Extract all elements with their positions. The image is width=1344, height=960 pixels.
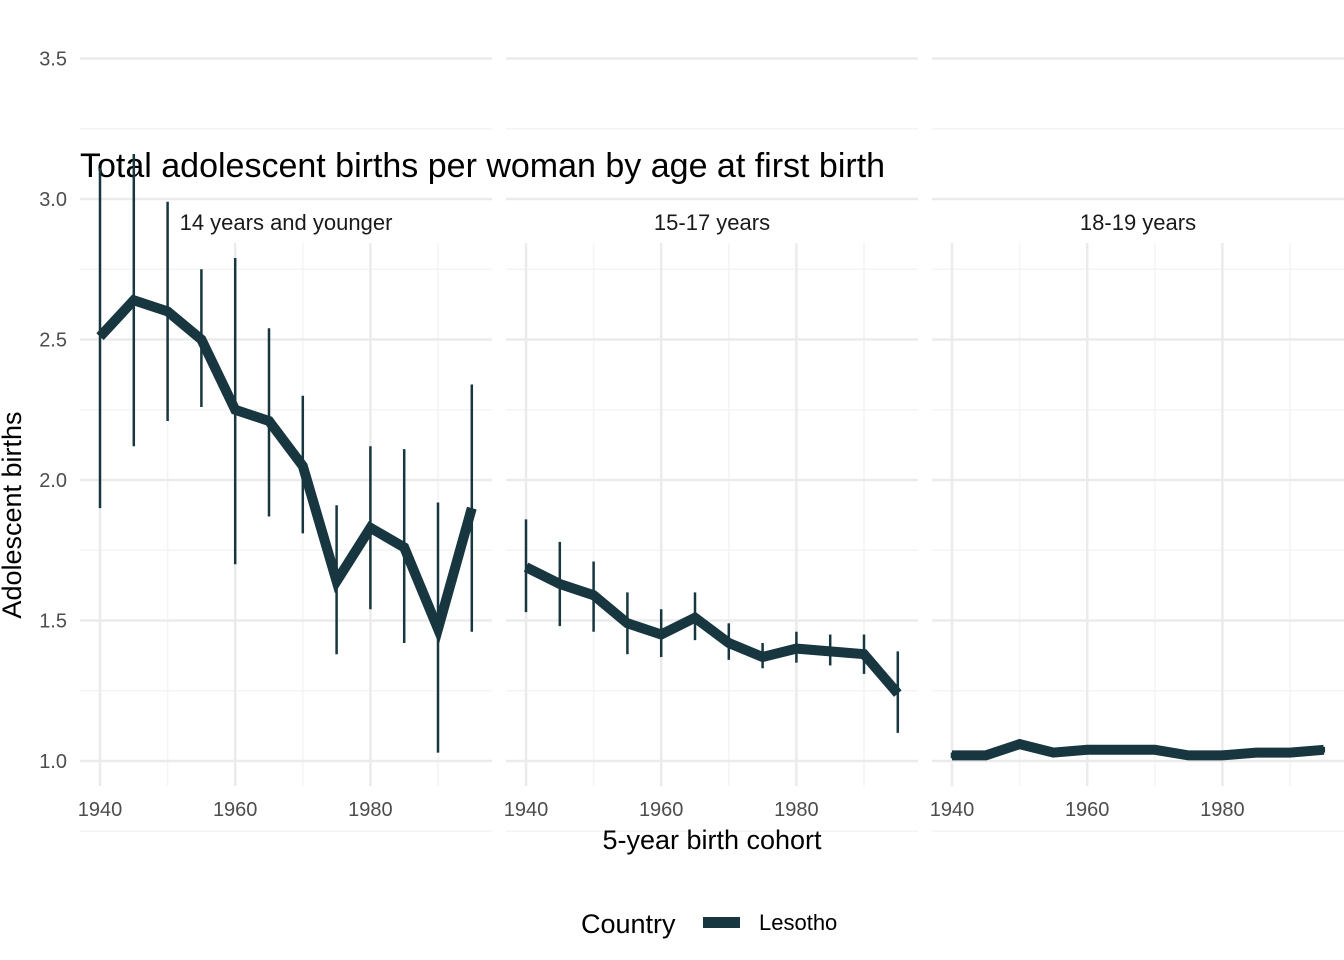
y-tick-label: 1.5 xyxy=(39,611,67,633)
y-axis-title: Adolescent births xyxy=(0,411,27,618)
x-tick-label: 1960 xyxy=(1065,799,1110,821)
panel-1: 14 years and younger 1940 1960 1980 1.0 1.5 2.… xyxy=(39,49,492,832)
series-line-lesotho xyxy=(96,294,477,645)
x-tick-label: 1980 xyxy=(774,799,819,821)
x-tick-label: 1940 xyxy=(504,799,549,821)
facet-label: 18-19 years xyxy=(1080,210,1196,235)
x-tick-label: 1980 xyxy=(1200,799,1245,821)
legend-items: Lesotho xyxy=(703,910,837,935)
series-line-lesotho xyxy=(523,562,902,697)
y-tick-label: 1.0 xyxy=(39,751,67,773)
panel-3: 18-19 years 1940 1960 1980 xyxy=(930,57,1344,832)
legend-label: Lesotho xyxy=(759,910,837,935)
x-tick-label: 1960 xyxy=(213,799,258,821)
x-tick-label: 1940 xyxy=(78,799,123,821)
x-tick-label: 1940 xyxy=(930,799,975,821)
legend-title: Country xyxy=(581,909,676,939)
facet-label: 15-17 years xyxy=(654,210,770,235)
y-tick-label: 3.5 xyxy=(39,49,67,71)
x-tick-label: 1960 xyxy=(639,799,684,821)
y-tick-label: 2.5 xyxy=(39,330,67,352)
legend: Country Lesotho xyxy=(581,909,837,939)
chart-title: Total adolescent births per woman by age… xyxy=(80,147,885,185)
x-axis-title: 5-year birth cohort xyxy=(602,825,822,855)
legend-key-swatch xyxy=(703,917,740,928)
x-tick-label: 1980 xyxy=(348,799,393,821)
y-tick-label: 3.0 xyxy=(39,189,67,211)
y-tick-label: 2.0 xyxy=(39,470,67,492)
panels-layer: 14 years and younger 1940 1960 1980 1.0 1.5 2.… xyxy=(39,49,1344,832)
panel-2: 15-17 years 1940 1960 1980 xyxy=(504,57,918,832)
series-line-lesotho xyxy=(952,738,1325,761)
facet-label: 14 years and younger xyxy=(180,210,393,235)
